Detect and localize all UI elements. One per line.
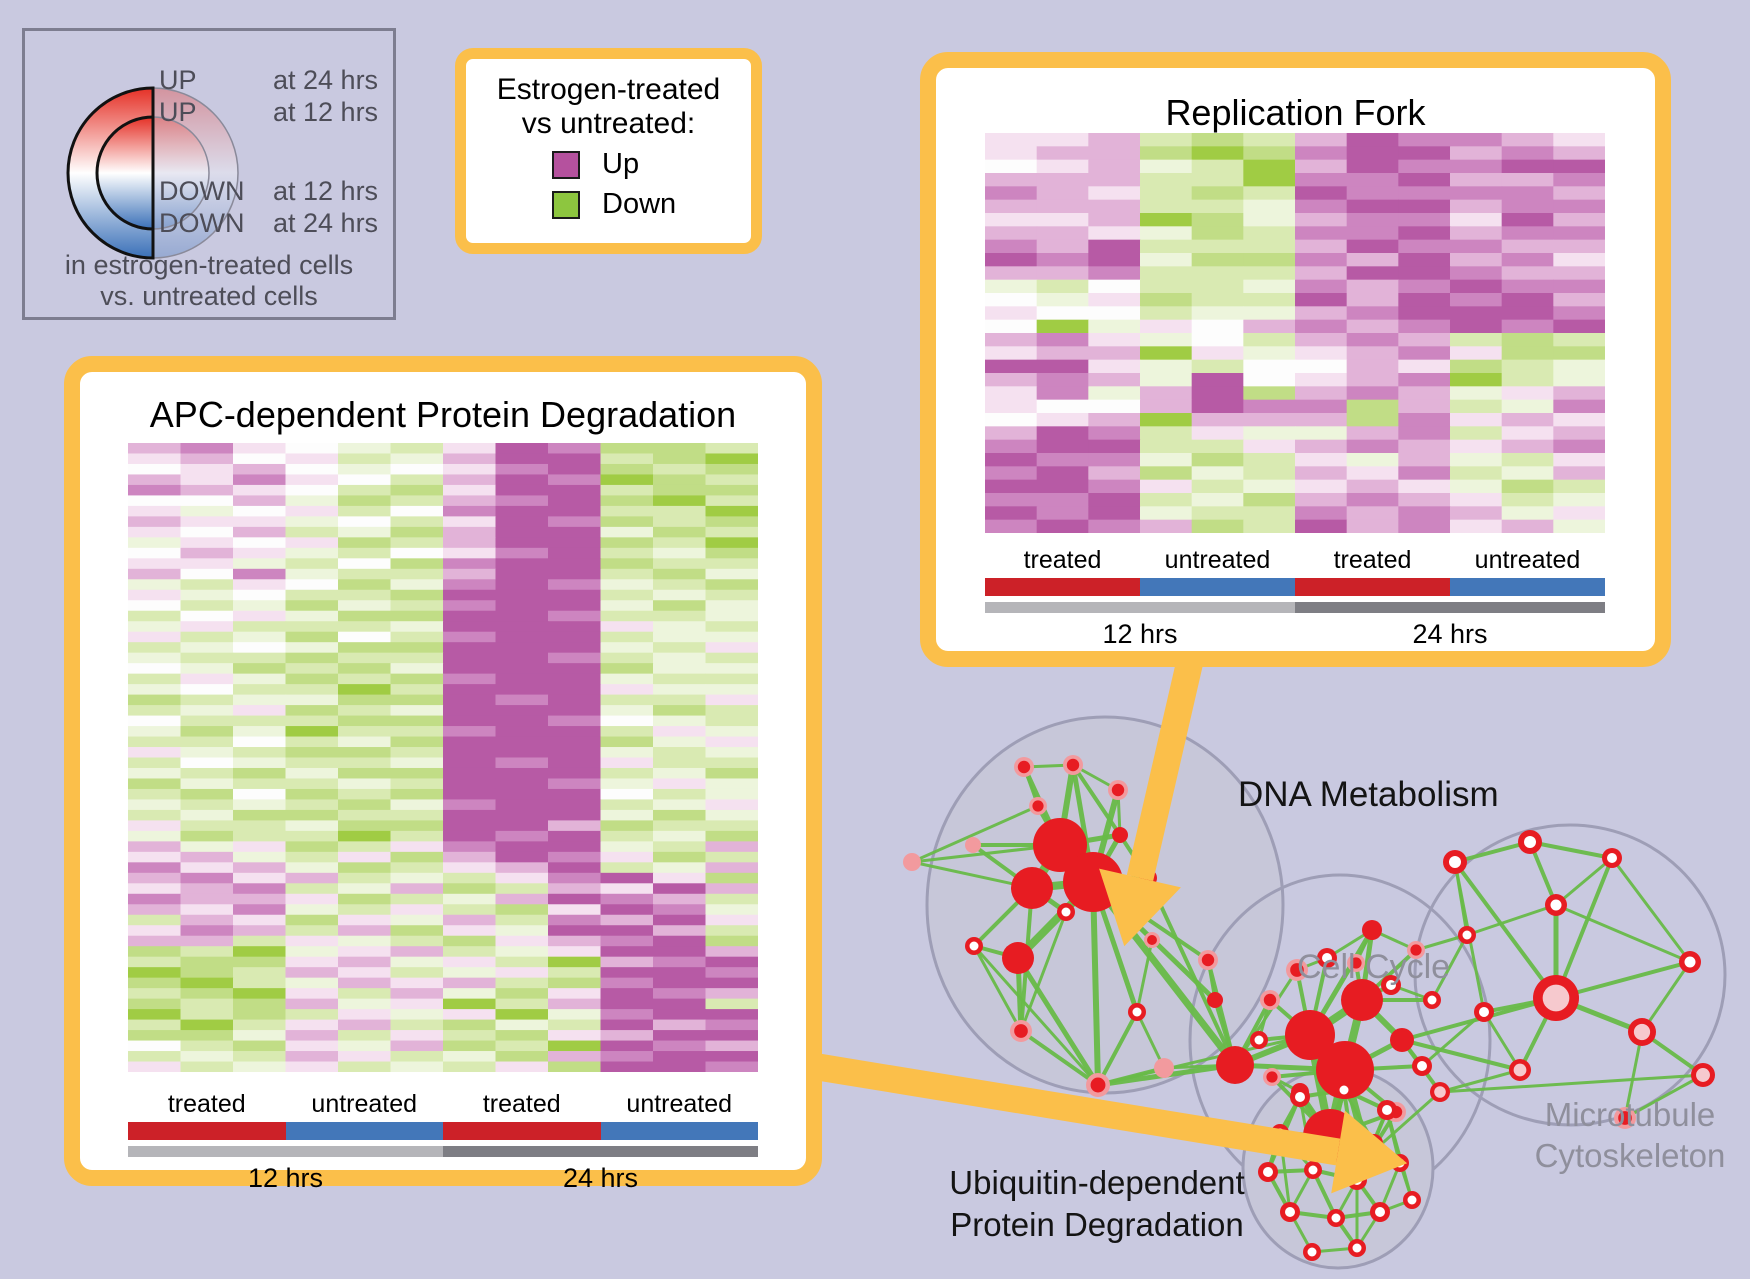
24hrs-label: 24 hrs [1412,619,1488,649]
group-label: untreated [626,1090,733,1118]
24hrs-bar [443,1146,758,1157]
legend-down-12-direction: DOWN [159,176,245,206]
untreated-bar [285,1122,443,1140]
untreated-bar [1140,578,1295,596]
ubiquitin-label-line1: Ubiquitin-dependent [949,1164,1245,1201]
concentric-ring-legend-icon [66,86,239,260]
apc-degradation-panel: APC-dependent Protein Degradation treate… [64,356,822,1193]
group-label: treated [482,1090,561,1118]
replication-fork-title: Replication Fork [1165,92,1426,133]
legend-up-12-time: at 12 hrs [273,97,379,127]
apc-degradation-title: APC-dependent Protein Degradation [149,394,737,435]
apc-degradation-axis: treated untreated treated untreated 12 h… [128,1090,758,1194]
24hrs-label: 24 hrs [562,1163,639,1193]
replication-fork-axis: treated untreated treated untreated 12 h… [985,546,1605,650]
replication-fork-panel: Replication Fork treated untreated treat… [920,52,1671,667]
down-label: Down [602,188,677,220]
legend-caption-line1: in estrogen-treated cells [64,250,354,280]
group-label: treated [1333,546,1412,574]
legend-down-24-direction: DOWN [159,208,245,238]
24hrs-bar [1295,602,1605,613]
ring-color-legend: UP at 24 hrs UP at 12 hrs DOWN at 12 hrs… [22,28,396,320]
legend-down-12-time: at 12 hrs [273,176,379,206]
12hrs-bar [985,602,1295,613]
group-label: untreated [311,1090,418,1118]
legend-up-24-time: at 24 hrs [273,65,379,95]
cluster-label-ubiquitin-degradation: Ubiquitin-dependent Protein Degradation [927,1162,1267,1246]
treated-bar [1295,578,1450,596]
untreated-bar [600,1122,758,1140]
microtubule-label-line2: Cytoskeleton [1534,1137,1726,1174]
group-label: treated [167,1090,246,1118]
down-color-swatch [552,190,580,219]
cluster-label-cell-cycle: Cell Cycle [1297,948,1451,986]
legend-down-24-time: at 24 hrs [273,208,379,238]
treated-bar [128,1122,286,1140]
up-color-swatch [552,150,580,179]
estrogen-color-key: Estrogen-treated vs untreated: Up Down [455,48,762,254]
ubiquitin-label-line2: Protein Degradation [950,1206,1244,1243]
group-label: untreated [1474,546,1581,574]
legend-up-24-direction: UP [159,65,197,95]
replication-fork-heatmap [985,133,1606,534]
12hrs-label: 12 hrs [1102,619,1178,649]
apc-degradation-heatmap [128,443,759,1073]
up-label: Up [602,148,640,180]
group-label: untreated [1164,546,1271,574]
treated-bar [985,578,1140,596]
color-key-title-line1: Estrogen-treated [496,73,721,106]
treated-bar [443,1122,601,1140]
cluster-label-microtubule-cytoskeleton: Microtubule Cytoskeleton [1510,1094,1750,1176]
legend-caption-line2: vs. untreated cells [100,281,318,311]
cluster-label-dna-metabolism: DNA Metabolism [1238,775,1499,814]
group-label: treated [1023,546,1102,574]
legend-up-12-direction: UP [159,97,197,127]
12hrs-label: 12 hrs [247,1163,324,1193]
color-key-title-line2: vs untreated: [521,107,696,140]
color-key-up-row: Up [552,148,751,181]
microtubule-label-line1: Microtubule [1544,1096,1716,1133]
12hrs-bar [128,1146,443,1157]
untreated-bar [1450,578,1605,596]
color-key-down-row: Down [552,188,751,221]
